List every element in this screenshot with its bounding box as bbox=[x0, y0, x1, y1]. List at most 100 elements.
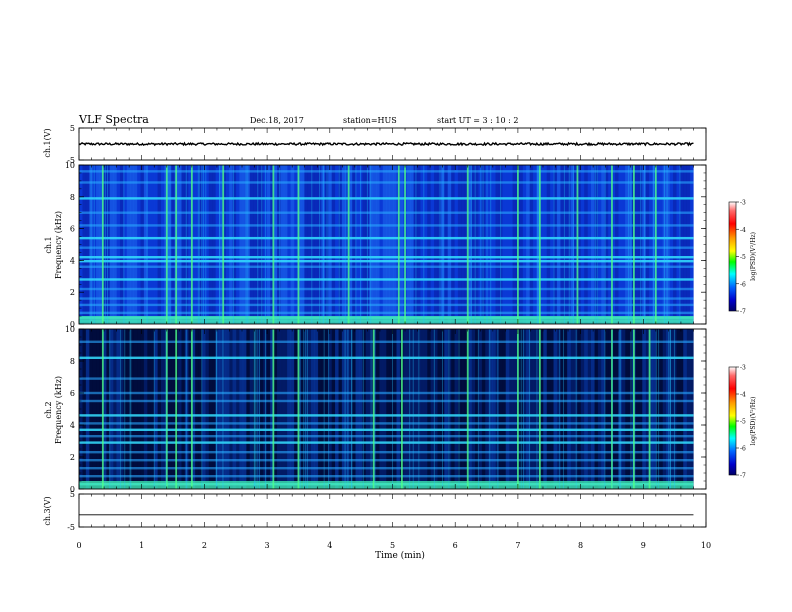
faint-burst bbox=[253, 329, 255, 489]
y-tick-label: -5 bbox=[67, 156, 75, 165]
spectrogram-column bbox=[649, 165, 653, 324]
spectrogram-column bbox=[485, 165, 489, 324]
spectrogram-column bbox=[92, 329, 97, 489]
spectrogram-column bbox=[420, 329, 425, 489]
spectrogram-column bbox=[355, 165, 360, 324]
spectrogram-column bbox=[669, 329, 674, 489]
spectrogram-column bbox=[676, 165, 681, 324]
spectrogram-column bbox=[608, 329, 612, 489]
time-axis: 0 1 2 3 4 5 6 7 8 9 10 bbox=[76, 541, 711, 550]
emission-line bbox=[79, 451, 694, 454]
spectrogram-column bbox=[447, 165, 452, 324]
spectrogram-column bbox=[198, 165, 203, 324]
spectrogram-column bbox=[509, 329, 513, 489]
spectrogram-column bbox=[457, 165, 462, 324]
spectrogram-column bbox=[137, 165, 141, 324]
faint-burst bbox=[124, 329, 126, 489]
spectrogram-column bbox=[481, 329, 486, 489]
ch3-waveform-panel: 5 -5 bbox=[67, 490, 707, 532]
spectrogram-column bbox=[348, 329, 353, 489]
spectrogram-column bbox=[546, 165, 551, 324]
spectrogram-column bbox=[669, 165, 674, 324]
spectrogram-column bbox=[212, 165, 216, 324]
x-tick-label: 10 bbox=[701, 541, 711, 550]
sferic-burst bbox=[101, 329, 104, 489]
spectrogram-column bbox=[205, 329, 210, 489]
sferic-burst bbox=[611, 165, 613, 324]
sferic-burst bbox=[648, 329, 651, 489]
spectrogram-column bbox=[218, 329, 223, 489]
faint-burst bbox=[319, 165, 321, 324]
spectrogram-column bbox=[362, 329, 367, 489]
spectrogram-column bbox=[382, 329, 387, 489]
sferic-burst bbox=[466, 165, 469, 324]
spectrogram-column bbox=[686, 165, 691, 324]
y-tick-label: 5 bbox=[70, 124, 75, 133]
x-tick-label: 1 bbox=[139, 541, 144, 550]
spectrogram-column bbox=[102, 165, 107, 324]
faint-burst bbox=[305, 329, 307, 489]
spectrogram-column bbox=[160, 165, 165, 324]
faint-burst bbox=[167, 165, 169, 324]
ch2-spectrogram-panel: 0 2 4 6 8 10 bbox=[65, 325, 707, 494]
spectrogram-column bbox=[140, 329, 145, 489]
emission-line bbox=[79, 181, 694, 184]
faint-burst bbox=[415, 165, 417, 324]
spectrogram-column bbox=[116, 165, 121, 324]
spectrogram-column bbox=[468, 329, 472, 489]
spectrogram-column bbox=[512, 165, 517, 324]
spectrogram-column bbox=[498, 329, 503, 489]
spectrogram-column bbox=[543, 329, 547, 489]
spectrogram-column bbox=[591, 329, 595, 489]
spectrogram-column bbox=[352, 329, 356, 489]
spectrogram-column bbox=[601, 329, 606, 489]
faint-burst bbox=[409, 329, 411, 489]
faint-burst bbox=[448, 329, 450, 489]
emission-line bbox=[79, 475, 694, 478]
spectrogram-column bbox=[375, 165, 380, 324]
spectrogram-column bbox=[464, 329, 469, 489]
spectrogram-column bbox=[188, 329, 192, 489]
faint-burst bbox=[604, 165, 606, 324]
sferic-burst bbox=[272, 165, 275, 324]
spectrogram-column bbox=[253, 165, 257, 324]
spectrogram-column bbox=[184, 165, 189, 324]
colorbar-label: log(PSD)(V²/Hz) bbox=[750, 232, 757, 281]
spectrogram-column bbox=[341, 165, 346, 324]
spectrogram-column bbox=[543, 165, 547, 324]
faint-burst bbox=[594, 165, 596, 324]
spectrogram-column bbox=[143, 165, 148, 324]
spectrogram-column bbox=[259, 165, 264, 324]
emission-line bbox=[79, 311, 694, 315]
spectrogram-column bbox=[642, 329, 646, 489]
spectrogram-column bbox=[345, 329, 349, 489]
faint-burst bbox=[370, 165, 372, 324]
emission-line bbox=[79, 399, 694, 403]
spectrogram-column bbox=[369, 329, 373, 489]
spectrogram-column bbox=[645, 165, 650, 324]
emission-line bbox=[79, 428, 694, 431]
spectrogram-column bbox=[307, 165, 312, 324]
sferic-burst bbox=[222, 165, 225, 324]
faint-burst bbox=[433, 329, 435, 489]
spectrogram-column bbox=[266, 329, 271, 489]
low-frequency-band bbox=[79, 481, 694, 489]
spectrogram-column bbox=[355, 329, 360, 489]
sferic-burst bbox=[175, 329, 178, 489]
spectrogram-column bbox=[485, 329, 489, 489]
spectrogram-column bbox=[611, 329, 616, 489]
spectrogram-column bbox=[659, 165, 664, 324]
faint-burst bbox=[489, 329, 491, 489]
faint-burst bbox=[563, 165, 565, 324]
spectrogram-column bbox=[573, 329, 578, 489]
spectrogram-column bbox=[509, 165, 513, 324]
sferic-burst bbox=[517, 165, 519, 324]
spectrogram-column bbox=[495, 165, 500, 324]
faint-burst bbox=[323, 329, 325, 489]
x-tick-label: 5 bbox=[390, 541, 395, 550]
spectrogram-column bbox=[109, 165, 114, 324]
faint-burst bbox=[669, 329, 671, 489]
spectrogram-column bbox=[652, 329, 657, 489]
spectrogram-column bbox=[505, 329, 510, 489]
